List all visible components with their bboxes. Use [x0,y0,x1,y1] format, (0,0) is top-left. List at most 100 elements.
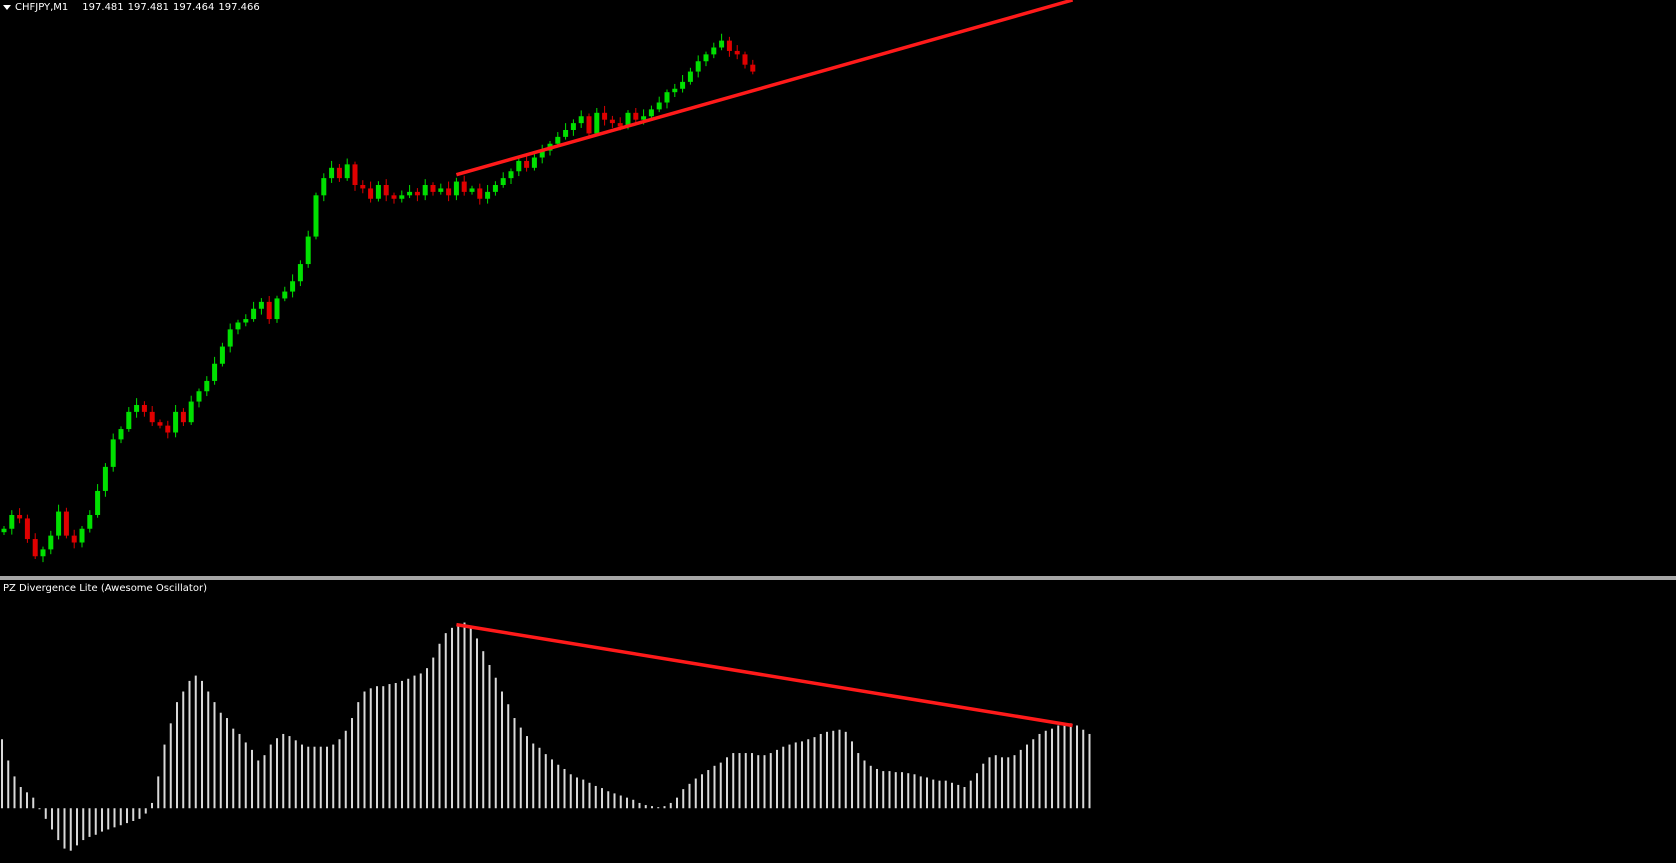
oscillator-bar [163,744,166,809]
price-divergence-line[interactable] [455,0,1074,177]
oscillator-bar [938,780,941,809]
candlestick-plot [1,0,1074,563]
candle [266,296,272,324]
oscillator-bar [26,792,28,809]
oscillator-bar [526,736,528,809]
oscillator-bar [738,753,741,809]
price-chart[interactable]: CHFJPY,M1 197.481 197.481 197.464 197.46… [0,0,1676,576]
oscillator-bar [319,746,322,809]
oscillator-bar [619,795,622,809]
oscillator-bar [632,799,635,809]
oscillator-bar [126,808,128,824]
candle [17,508,23,524]
oscillator-pane[interactable]: PZ Divergence Lite (Awesome Oscillator) [0,580,1676,863]
oscillator-bar [7,760,10,809]
oscillator-bar [238,733,241,809]
candle [485,185,491,204]
candle [24,514,30,543]
oscillator-bar [351,718,353,809]
oscillator-bar [932,779,935,809]
oscillator-bar [113,808,116,828]
oscillator-bar [269,744,272,809]
pane-separator[interactable] [0,576,1676,580]
oscillator-bar [576,777,578,809]
oscillator-bar [513,718,516,809]
oscillator-bar [407,678,410,809]
candle [477,183,483,205]
candle [40,546,46,563]
oscillator-bar [244,742,247,809]
oscillator-bar [382,686,385,809]
oscillator-bar [838,729,841,809]
oscillator-bar [626,797,628,809]
oscillator-bar [307,746,310,809]
oscillator-bar [101,808,103,832]
candle [563,123,569,140]
candle [212,356,218,385]
candle [63,507,69,539]
oscillator-bar [94,808,97,835]
oscillator-bar [851,741,853,809]
oscillator-bar [551,759,553,809]
oscillator-bar [907,773,910,809]
candle [274,295,280,323]
oscillator-bar [663,806,666,809]
oscillator-bar [682,789,685,809]
oscillator-bar [794,742,797,809]
candle [407,185,413,199]
oscillator-bar [582,779,585,809]
candle [126,407,132,432]
oscillator-bar [744,753,747,809]
oscillator-bar [919,776,922,809]
oscillator-bar [982,763,985,809]
candle [336,164,342,182]
oscillator-bar [569,774,572,809]
oscillator-bar [419,673,422,809]
open-value: 197.481 [82,2,124,13]
oscillator-bar [294,740,297,809]
triangle-down-icon[interactable] [3,5,11,10]
candle [102,463,108,497]
oscillator-bar [657,807,660,809]
candle [578,110,584,128]
oscillator-bar [544,754,547,809]
oscillator-bar [801,741,803,809]
candle [321,173,327,202]
oscillator-bar [488,664,491,809]
oscillator-bar [169,723,172,809]
oscillator-bar [719,762,722,809]
oscillator-bar [19,787,22,809]
oscillator-bar [232,728,235,809]
candle [375,181,381,202]
oscillator-bar [863,760,866,809]
candle [235,319,241,335]
oscillator-divergence-line[interactable] [456,622,1073,728]
candle [453,177,459,201]
oscillator-bar [344,730,347,809]
oscillator-title: PZ Divergence Lite (Awesome Oscillator) [3,583,207,594]
candle [399,190,405,203]
oscillator-bar [676,797,678,809]
candle [383,179,389,202]
candle [71,529,77,549]
oscillator-bar [701,774,703,809]
candle [742,51,748,69]
oscillator-bar [201,680,203,809]
candle [165,420,171,439]
candle [9,510,15,535]
oscillator-bar [332,744,335,809]
oscillator-bar [213,702,216,809]
oscillator-bar [857,753,860,809]
oscillator-bar [438,643,441,809]
candle [204,376,210,397]
oscillator-bar [326,746,328,809]
candle [609,115,615,128]
candle [516,156,522,177]
low-value: 197.464 [173,2,215,13]
oscillator-bar [13,776,16,809]
candle [118,426,124,444]
candle [492,181,498,196]
oscillator-bar [688,783,691,809]
oscillator-bar [463,622,466,809]
oscillator-bar [957,784,960,809]
